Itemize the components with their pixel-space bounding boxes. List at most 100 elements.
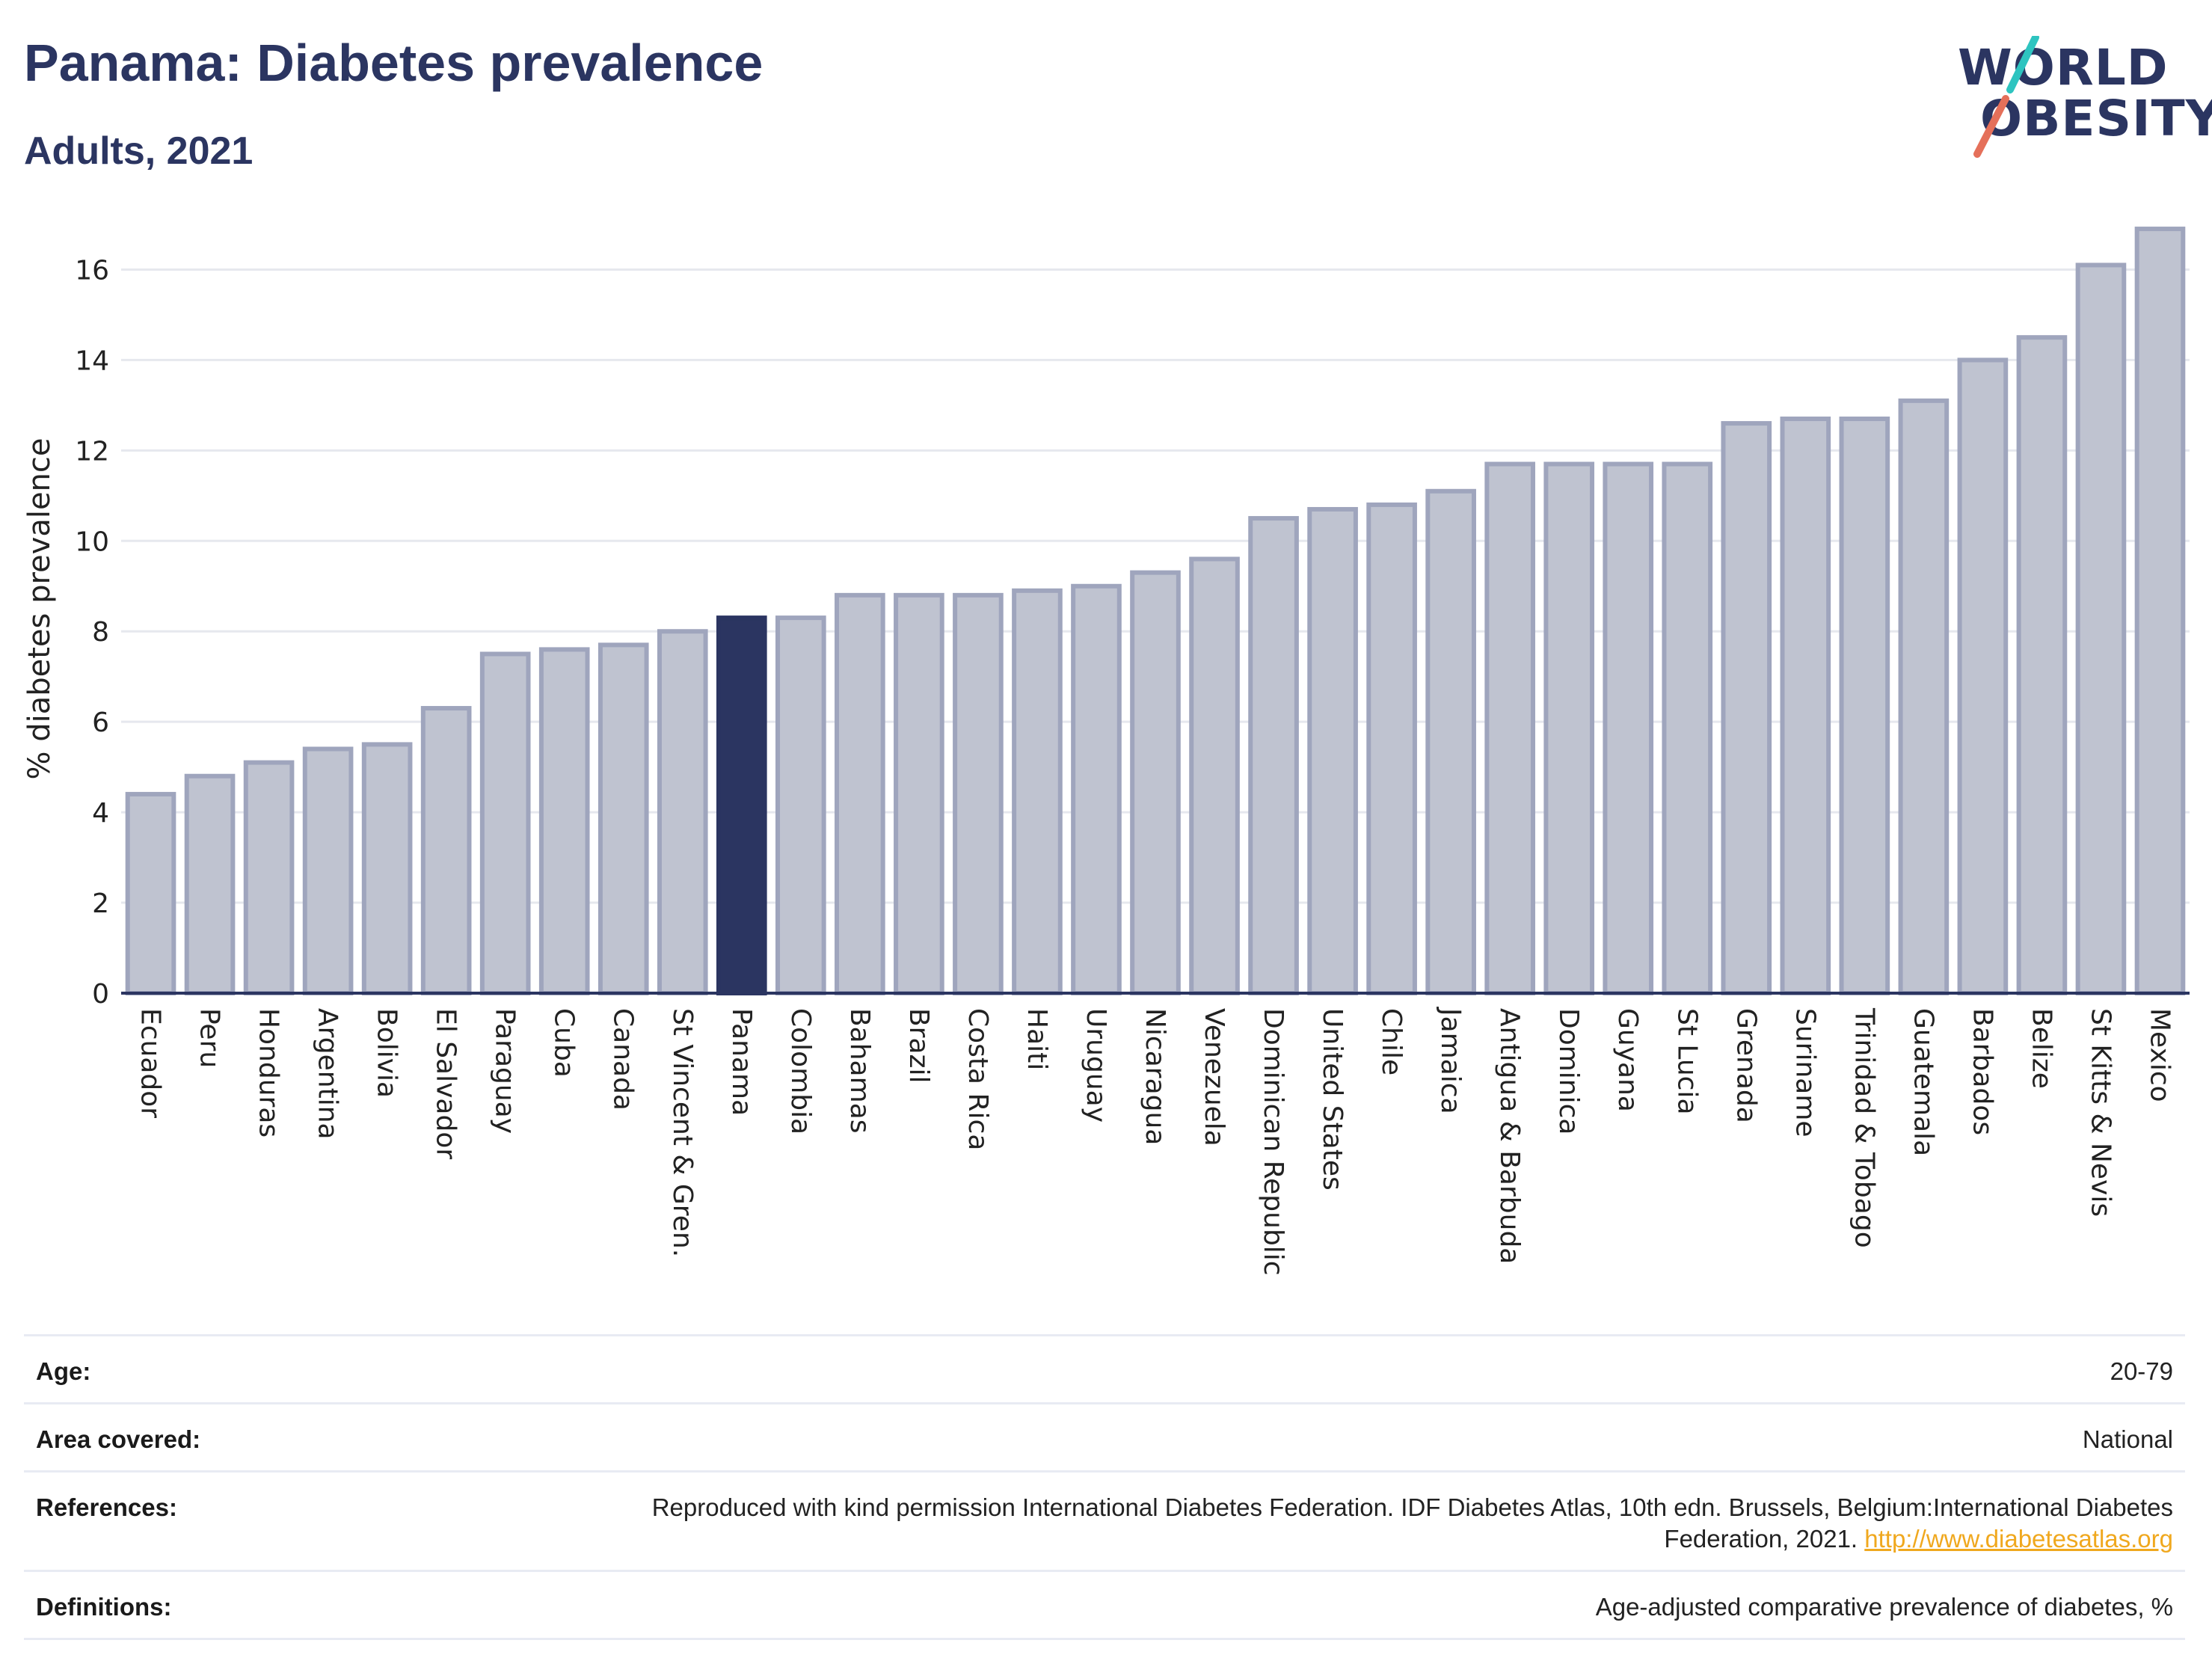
bar-ecuador xyxy=(125,791,176,996)
info-row-area: Area covered: National xyxy=(24,1404,2185,1473)
bar-dominican-republic xyxy=(1248,516,1299,995)
bar-haiti xyxy=(1012,588,1063,995)
references-text: Reproduced with kind permission Internat… xyxy=(651,1493,2173,1553)
x-tick-label: Ecuador xyxy=(135,1008,166,1118)
y-tick-label: 4 xyxy=(92,798,109,829)
x-tick-label: Guyana xyxy=(1612,1008,1643,1112)
chart-title: Panama: Diabetes prevalence xyxy=(24,34,764,92)
bar-cuba xyxy=(538,647,590,995)
x-tick-label: Mexico xyxy=(2144,1008,2175,1102)
logo-slash-icon xyxy=(1973,36,2039,158)
bar-panama xyxy=(716,615,767,995)
x-tick-label: El Salvador xyxy=(431,1008,461,1159)
bar-colombia xyxy=(775,615,826,995)
bar-brazil xyxy=(894,592,944,995)
y-tick-label: 14 xyxy=(75,346,109,376)
bar-st-kitts-nevis xyxy=(2075,262,2127,995)
bar-honduras xyxy=(243,760,295,995)
x-tick-label: Honduras xyxy=(254,1008,284,1137)
bar-canada xyxy=(597,642,649,995)
y-tick-label: 2 xyxy=(92,888,109,919)
bar-barbados xyxy=(1957,357,2009,996)
bar-uruguay xyxy=(1071,583,1122,995)
x-tick-label: Dominica xyxy=(1553,1008,1584,1135)
references-value: Reproduced with kind permission Internat… xyxy=(640,1492,2173,1555)
bar-argentina xyxy=(302,746,354,995)
bar-suriname xyxy=(1780,417,1831,995)
y-tick-label: 10 xyxy=(75,526,109,557)
bar-antigua-barbuda xyxy=(1484,461,1535,995)
bar-chart: 0 2 4 6 8 10 12 14 16 % diabetes prevalence Ecuado… xyxy=(22,227,2190,1276)
x-tick-label: St Vincent & Gren. xyxy=(667,1008,698,1257)
x-tick-label: United States xyxy=(1317,1008,1348,1191)
x-tick-label: Grenada xyxy=(1730,1008,1761,1123)
x-tick-label: Haiti xyxy=(1021,1008,1052,1070)
bar-trinidad-tobago xyxy=(1839,417,1890,995)
world-obesity-logo[interactable]: WORLD OBESITY xyxy=(1952,36,2212,163)
definitions-value: Age-adjusted comparative prevalence of d… xyxy=(1595,1593,2173,1621)
x-tick-label: Costa Rica xyxy=(962,1008,993,1150)
y-tick-label: 12 xyxy=(75,436,109,467)
age-value: 20-79 xyxy=(2110,1357,2173,1385)
x-tick-label: Venezuela xyxy=(1199,1008,1229,1146)
logo-word-obesity: OBESITY xyxy=(1980,90,2212,147)
info-row-references: References: Reproduced with kind permiss… xyxy=(24,1473,2185,1572)
area-covered-label: Area covered: xyxy=(36,1425,201,1453)
x-tick-label: Peru xyxy=(194,1008,225,1068)
bar-paraguay xyxy=(479,651,531,995)
x-tick-label: Guatemala xyxy=(1908,1008,1938,1156)
bar-jamaica xyxy=(1425,488,1476,995)
bar-venezuela xyxy=(1189,556,1240,995)
bar-guyana xyxy=(1603,461,1654,995)
x-tick-label: Panama xyxy=(726,1008,757,1116)
x-tick-label: Chile xyxy=(1376,1008,1407,1075)
bar-st-lucia xyxy=(1662,461,1713,995)
bar-nicaragua xyxy=(1130,570,1181,995)
y-tick-label: 16 xyxy=(75,255,109,286)
bar-guatemala xyxy=(1898,398,1950,995)
x-tick-label: Argentina xyxy=(313,1008,343,1140)
x-tick-label: Nicaragua xyxy=(1140,1008,1170,1145)
age-label: Age: xyxy=(36,1357,91,1385)
info-table: Age: 20-79 Area covered: National Refere… xyxy=(24,1334,2185,1640)
x-tick-label: Brazil xyxy=(903,1008,934,1083)
x-tick-label: Canada xyxy=(608,1008,639,1111)
bar-bahamas xyxy=(835,592,885,995)
area-covered-value: National xyxy=(2082,1425,2173,1453)
bar-belize xyxy=(2016,335,2068,996)
bar-costa-rica xyxy=(953,592,1004,995)
x-tick-label: Suriname xyxy=(1789,1008,1820,1137)
info-row-definitions: Definitions: Age-adjusted comparative pr… xyxy=(24,1572,2185,1640)
x-tick-label: Jamaica xyxy=(1435,1007,1466,1114)
x-tick-label: Dominican Republic xyxy=(1258,1008,1288,1276)
bar-bolivia xyxy=(361,742,413,995)
x-tick-label: St Kitts & Nevis xyxy=(2085,1008,2116,1217)
references-link[interactable]: http://www.diabetesatlas.org xyxy=(1864,1525,2173,1553)
chart-subtitle: Adults, 2021 xyxy=(24,129,254,173)
bar-st-vincent-gren- xyxy=(657,629,708,995)
bar-peru xyxy=(184,773,236,996)
bar-el-salvador xyxy=(420,706,472,995)
y-axis-title: % diabetes prevalence xyxy=(22,437,57,779)
x-tick-label: Trinidad & Tobago xyxy=(1849,1007,1879,1248)
references-label: References: xyxy=(36,1493,177,1521)
x-tick-label: Colombia xyxy=(785,1008,816,1134)
y-tick-label: 8 xyxy=(92,617,109,648)
x-tick-label: Uruguay xyxy=(1081,1008,1111,1123)
y-tick-label: 0 xyxy=(92,979,109,1010)
x-tick-label: Paraguay xyxy=(490,1008,520,1134)
bar-mexico xyxy=(2134,227,2186,995)
y-tick-label: 6 xyxy=(92,707,109,738)
bar-dominica xyxy=(1543,461,1595,995)
info-row-age: Age: 20-79 xyxy=(24,1336,2185,1404)
x-tick-label: Antigua & Barbuda xyxy=(1494,1008,1525,1264)
definitions-label: Definitions: xyxy=(36,1593,172,1621)
bar-grenada xyxy=(1721,421,1772,995)
x-tick-label: St Lucia xyxy=(1671,1008,1702,1115)
logo-word-world: WORLD xyxy=(1958,39,2169,96)
bar-chile xyxy=(1366,502,1417,995)
x-tick-label: Bahamas xyxy=(844,1008,875,1134)
bar-united-states xyxy=(1307,506,1358,995)
x-tick-label: Barbados xyxy=(1967,1008,1997,1135)
x-tick-label: Bolivia xyxy=(372,1008,402,1098)
